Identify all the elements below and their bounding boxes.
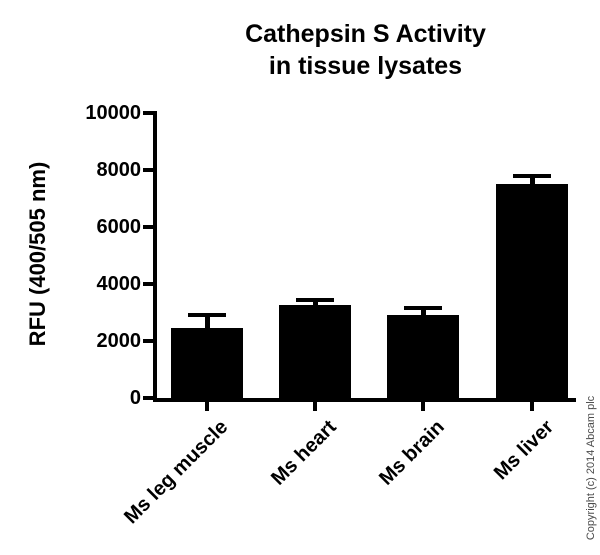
x-axis-tick (205, 402, 209, 411)
error-bar-cap (188, 313, 226, 318)
y-tick-label: 8000 (96, 159, 142, 181)
x-axis-line (153, 398, 576, 402)
x-category-label: Ms liver (489, 416, 558, 485)
y-axis-label: RFU (400/505 nm) (25, 161, 50, 347)
y-tick-label: 10000 (85, 102, 141, 124)
x-axis-tick (313, 402, 317, 411)
bar (171, 328, 243, 402)
y-tick-label: 0 (129, 387, 141, 409)
y-axis-tick (143, 339, 154, 343)
error-bar-stem (313, 299, 318, 307)
x-category-label: Ms brain (374, 416, 449, 490)
error-bar-stem (421, 308, 426, 317)
error-bar-cap (296, 297, 334, 302)
bar (496, 184, 568, 402)
y-axis-tick (143, 282, 154, 286)
y-axis-line (153, 111, 157, 402)
chart-title-line-2: in tissue lysates (268, 52, 463, 80)
error-bar-stem (530, 175, 535, 186)
y-tick-label: 4000 (96, 273, 142, 295)
x-category-label: Ms leg muscle (120, 416, 233, 529)
y-axis-tick (143, 168, 154, 172)
error-bar-stem (205, 315, 210, 330)
y-tick-label: 6000 (96, 216, 142, 238)
copyright-text: Copyright (c) 2014 Abcam plc (585, 395, 597, 541)
chart-title-line-1: Cathepsin S Activity (245, 20, 486, 48)
y-axis-tick (143, 225, 154, 229)
y-axis-tick (143, 111, 154, 115)
bar (279, 305, 351, 402)
bar (387, 315, 459, 402)
y-tick-label: 2000 (96, 330, 142, 352)
x-axis-tick (421, 402, 425, 411)
error-bar-cap (513, 173, 551, 178)
error-bar-cap (404, 306, 442, 311)
y-axis-tick (143, 396, 154, 400)
x-axis-tick (530, 402, 534, 411)
x-category-label: Ms heart (266, 416, 341, 490)
chart-title: Cathepsin S Activity in tissue lysates (155, 18, 576, 82)
